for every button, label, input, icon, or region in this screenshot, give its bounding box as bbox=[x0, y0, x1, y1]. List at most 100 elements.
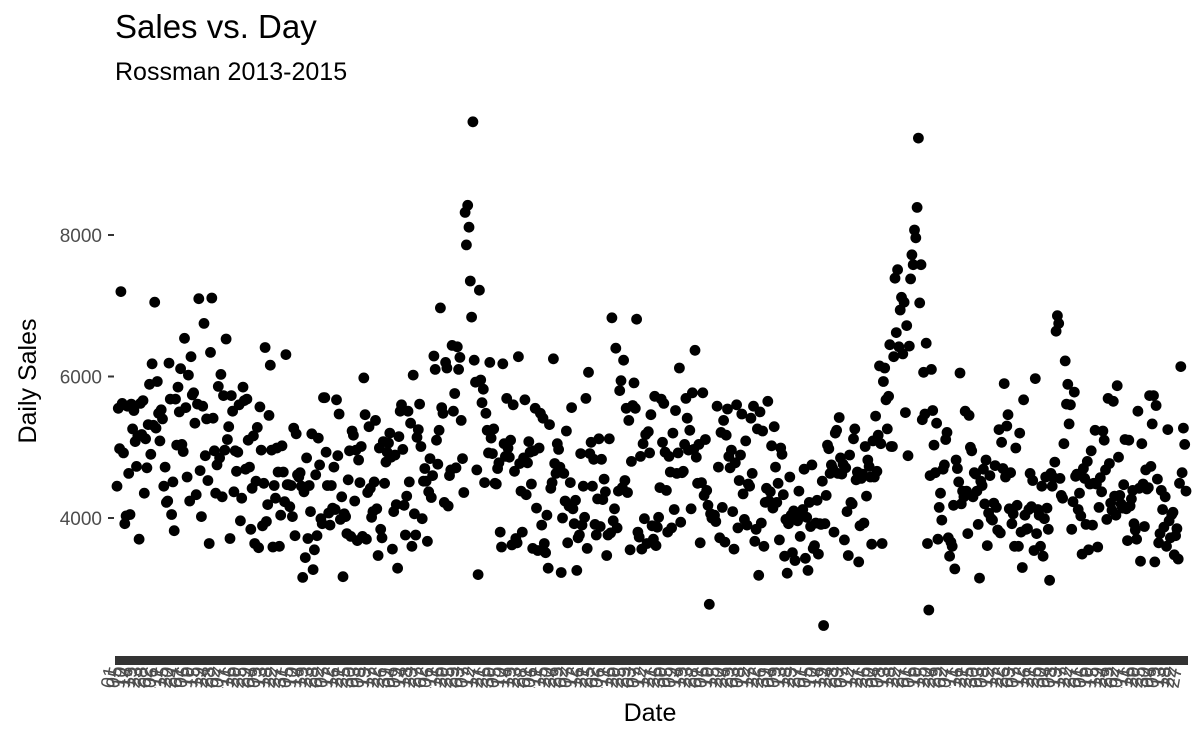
data-point bbox=[603, 433, 615, 445]
data-point bbox=[902, 450, 914, 462]
data-point bbox=[254, 401, 266, 413]
y-tick-label: 4000 bbox=[60, 509, 102, 530]
data-point bbox=[141, 462, 153, 474]
data-point bbox=[123, 468, 135, 479]
data-point bbox=[1101, 514, 1113, 525]
data-point bbox=[262, 499, 274, 510]
data-point bbox=[340, 511, 351, 522]
data-point bbox=[690, 451, 702, 463]
data-point bbox=[685, 503, 697, 515]
data-point bbox=[1096, 486, 1107, 498]
data-point bbox=[913, 132, 924, 144]
data-point bbox=[920, 337, 932, 349]
y-axis-title: Daily Sales bbox=[14, 318, 42, 443]
data-point bbox=[1089, 424, 1101, 436]
data-point bbox=[996, 436, 1007, 448]
data-point bbox=[859, 441, 871, 452]
data-point bbox=[193, 293, 205, 305]
data-point bbox=[111, 480, 123, 492]
data-point bbox=[722, 403, 733, 415]
data-point bbox=[220, 333, 232, 345]
data-point bbox=[207, 412, 219, 424]
data-point bbox=[1157, 504, 1168, 515]
data-point bbox=[299, 552, 311, 563]
data-point bbox=[953, 476, 965, 488]
data-point bbox=[270, 492, 281, 504]
data-point bbox=[151, 376, 163, 387]
data-point bbox=[806, 459, 818, 471]
data-point bbox=[1016, 562, 1028, 573]
data-point bbox=[244, 461, 255, 473]
data-point bbox=[333, 408, 345, 420]
data-point bbox=[658, 398, 670, 409]
data-point bbox=[863, 461, 875, 472]
data-point bbox=[842, 550, 854, 561]
data-point bbox=[467, 116, 479, 128]
data-point bbox=[1049, 456, 1061, 468]
data-point bbox=[509, 465, 520, 477]
data-point bbox=[897, 348, 909, 360]
data-point bbox=[991, 502, 1002, 513]
data-point bbox=[833, 412, 845, 423]
data-point bbox=[606, 312, 618, 324]
data-point bbox=[758, 540, 770, 552]
data-point bbox=[415, 441, 427, 452]
data-point bbox=[903, 340, 915, 352]
data-point bbox=[907, 259, 919, 271]
data-point bbox=[384, 427, 396, 439]
data-point bbox=[1085, 445, 1097, 457]
data-point bbox=[931, 417, 942, 429]
data-point bbox=[922, 538, 933, 549]
data-point bbox=[1039, 513, 1050, 525]
data-point bbox=[687, 387, 698, 399]
chart-title: Sales vs. Day bbox=[115, 8, 317, 45]
data-point bbox=[994, 527, 1006, 539]
data-point bbox=[762, 395, 774, 407]
data-point bbox=[325, 480, 337, 491]
data-point bbox=[1042, 523, 1054, 535]
data-point bbox=[358, 372, 370, 384]
data-point bbox=[222, 434, 233, 445]
data-point bbox=[157, 413, 168, 425]
data-point bbox=[410, 529, 422, 541]
data-point bbox=[757, 425, 768, 437]
data-point bbox=[645, 409, 657, 421]
data-point bbox=[451, 341, 463, 353]
data-point bbox=[946, 540, 958, 552]
data-point bbox=[307, 564, 319, 575]
data-point bbox=[574, 529, 585, 541]
data-point bbox=[361, 533, 372, 545]
data-point bbox=[593, 433, 605, 445]
data-point bbox=[198, 318, 210, 329]
data-point bbox=[471, 464, 483, 476]
data-point bbox=[1097, 425, 1109, 437]
data-point bbox=[297, 572, 309, 583]
data-point bbox=[774, 534, 785, 546]
data-point bbox=[737, 488, 749, 500]
data-point bbox=[1149, 556, 1161, 568]
data-point bbox=[287, 511, 298, 522]
data-point bbox=[766, 440, 777, 452]
data-point bbox=[228, 486, 240, 498]
x-axis-title: Date bbox=[624, 699, 677, 727]
data-point bbox=[701, 485, 713, 496]
data-point bbox=[484, 357, 496, 368]
data-point bbox=[503, 451, 515, 463]
data-point bbox=[981, 540, 993, 551]
data-point bbox=[1036, 480, 1048, 492]
data-point bbox=[729, 457, 741, 469]
data-point bbox=[871, 465, 883, 477]
data-point bbox=[583, 366, 594, 378]
data-point bbox=[541, 509, 553, 521]
data-point bbox=[305, 506, 316, 517]
data-point bbox=[1066, 523, 1078, 535]
data-point bbox=[1113, 451, 1124, 463]
data-point bbox=[1094, 472, 1106, 484]
data-point bbox=[614, 385, 626, 396]
x-tick-labels: 2013-01-012013-01-052013-01-102013-01-14… bbox=[84, 665, 1187, 688]
data-point bbox=[644, 447, 655, 459]
data-point bbox=[505, 434, 516, 446]
data-point bbox=[196, 511, 207, 522]
data-point bbox=[637, 438, 649, 450]
data-point bbox=[809, 540, 820, 551]
